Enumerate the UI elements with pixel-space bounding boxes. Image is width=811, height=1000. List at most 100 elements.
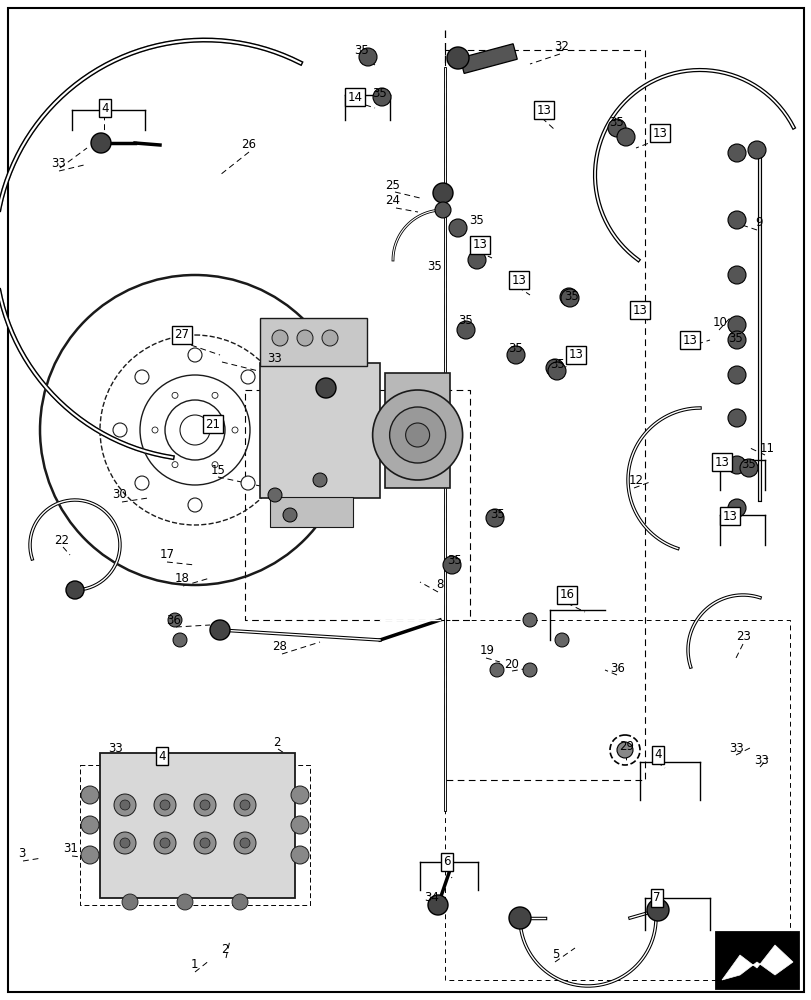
- Circle shape: [135, 476, 148, 490]
- Text: 35: 35: [354, 44, 369, 57]
- Circle shape: [506, 346, 525, 364]
- Text: 35: 35: [564, 290, 579, 302]
- Circle shape: [81, 786, 99, 804]
- Text: 35: 35: [609, 116, 624, 129]
- Text: 33: 33: [109, 742, 123, 756]
- Text: 31: 31: [63, 842, 79, 855]
- Circle shape: [486, 509, 504, 527]
- Circle shape: [122, 894, 138, 910]
- Text: 13: 13: [536, 104, 551, 117]
- Circle shape: [607, 119, 625, 137]
- Text: 13: 13: [511, 273, 526, 286]
- Text: 13: 13: [472, 238, 487, 251]
- Circle shape: [446, 47, 469, 69]
- Text: 35: 35: [427, 260, 442, 273]
- Text: 16: 16: [559, 588, 574, 601]
- Text: 14: 14: [347, 91, 362, 104]
- Text: 6: 6: [443, 855, 450, 868]
- Text: 15: 15: [210, 464, 225, 477]
- Text: 35: 35: [458, 314, 473, 326]
- Text: 33: 33: [729, 742, 744, 754]
- Circle shape: [113, 423, 127, 437]
- Text: 19: 19: [479, 645, 494, 658]
- Text: 35: 35: [447, 554, 461, 568]
- Circle shape: [200, 838, 210, 848]
- Circle shape: [234, 832, 255, 854]
- Circle shape: [268, 488, 281, 502]
- Text: 13: 13: [722, 510, 736, 522]
- Text: 2: 2: [221, 943, 229, 956]
- Circle shape: [646, 899, 668, 921]
- Circle shape: [290, 786, 309, 804]
- Circle shape: [232, 427, 238, 433]
- Text: 35: 35: [740, 458, 755, 472]
- Text: 30: 30: [113, 488, 127, 502]
- Circle shape: [443, 556, 461, 574]
- Text: 36: 36: [166, 613, 181, 626]
- Circle shape: [120, 800, 130, 810]
- Circle shape: [389, 407, 445, 463]
- Circle shape: [91, 133, 111, 153]
- Text: 3: 3: [19, 847, 26, 860]
- Text: 26: 26: [241, 138, 256, 151]
- Circle shape: [194, 794, 216, 816]
- Circle shape: [173, 633, 187, 647]
- Circle shape: [322, 330, 337, 346]
- Circle shape: [727, 409, 745, 427]
- Bar: [260, 363, 380, 498]
- Circle shape: [739, 459, 757, 477]
- Text: 10: 10: [712, 316, 727, 330]
- Polygon shape: [721, 945, 792, 980]
- Circle shape: [120, 838, 130, 848]
- Circle shape: [160, 838, 169, 848]
- Text: 35: 35: [490, 508, 504, 522]
- Circle shape: [297, 330, 312, 346]
- Circle shape: [727, 316, 745, 334]
- Circle shape: [240, 838, 250, 848]
- Text: 8: 8: [436, 578, 443, 591]
- Text: 4: 4: [101, 102, 109, 115]
- Text: 21: 21: [205, 418, 221, 430]
- Circle shape: [240, 800, 250, 810]
- Circle shape: [200, 800, 210, 810]
- Circle shape: [312, 473, 327, 487]
- Circle shape: [448, 219, 466, 237]
- Text: 23: 23: [736, 631, 750, 644]
- Text: 35: 35: [550, 359, 564, 371]
- Text: 36: 36: [610, 662, 624, 674]
- Circle shape: [554, 633, 569, 647]
- Text: 17: 17: [159, 548, 174, 562]
- Circle shape: [212, 462, 217, 468]
- Text: 35: 35: [372, 87, 387, 100]
- Text: 9: 9: [754, 217, 762, 230]
- Bar: [270, 497, 353, 527]
- Circle shape: [727, 331, 745, 349]
- Circle shape: [727, 144, 745, 162]
- Circle shape: [177, 894, 193, 910]
- Circle shape: [81, 816, 99, 834]
- Circle shape: [560, 288, 577, 306]
- Circle shape: [172, 392, 178, 398]
- Circle shape: [81, 846, 99, 864]
- Text: 24: 24: [385, 194, 400, 207]
- Circle shape: [210, 620, 230, 640]
- Bar: [715, 932, 797, 988]
- Circle shape: [727, 266, 745, 284]
- Circle shape: [489, 663, 504, 677]
- Bar: [260, 318, 367, 366]
- Text: 12: 12: [628, 474, 642, 487]
- Circle shape: [522, 663, 536, 677]
- Circle shape: [241, 476, 255, 490]
- Text: 33: 33: [753, 754, 769, 766]
- Circle shape: [560, 289, 578, 307]
- Bar: [384, 373, 449, 488]
- Circle shape: [272, 330, 288, 346]
- Text: 32: 32: [554, 40, 569, 53]
- Text: 1: 1: [190, 958, 198, 971]
- Text: 11: 11: [758, 442, 774, 454]
- Circle shape: [315, 378, 336, 398]
- Text: 13: 13: [714, 456, 728, 468]
- Text: 25: 25: [385, 179, 400, 192]
- Circle shape: [432, 183, 453, 203]
- Text: 20: 20: [504, 658, 519, 670]
